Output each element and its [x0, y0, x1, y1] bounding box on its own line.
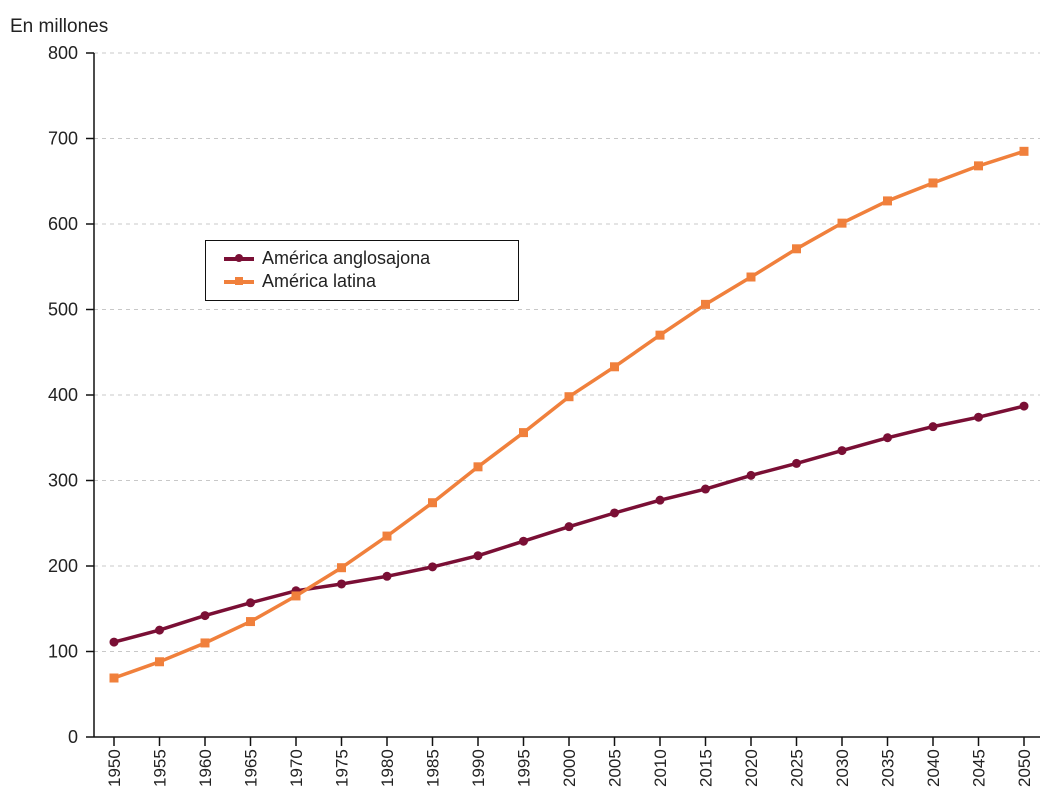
data-point — [928, 422, 938, 432]
data-point — [928, 178, 938, 188]
x-tick-label: 1995 — [515, 749, 534, 787]
y-tick-label: 700 — [48, 129, 78, 149]
y-tick-label: 200 — [48, 556, 78, 576]
y-tick-label: 600 — [48, 214, 78, 234]
data-point — [792, 244, 801, 254]
legend-item-latina: América latina — [224, 270, 376, 292]
data-point — [610, 362, 619, 372]
x-tick-label: 2030 — [833, 749, 852, 787]
x-tick-label: 1970 — [287, 749, 306, 787]
y-tick-label: 100 — [48, 642, 78, 662]
data-point — [746, 272, 756, 282]
data-point — [701, 484, 710, 494]
legend-item-anglosajona: América anglosajona — [224, 247, 430, 269]
data-point — [382, 571, 392, 581]
x-tick-label: 2020 — [742, 749, 761, 787]
y-tick-label: 300 — [48, 471, 78, 491]
data-point — [610, 508, 619, 518]
data-point — [837, 446, 847, 456]
x-tick-label: 1960 — [196, 749, 215, 787]
legend-label-anglosajona: América anglosajona — [262, 247, 431, 268]
data-point — [1019, 146, 1029, 156]
data-point — [564, 392, 574, 402]
x-tick-label: 1950 — [105, 749, 124, 787]
y-tick-label: 400 — [48, 385, 78, 405]
x-tick-label: 2045 — [970, 749, 989, 787]
data-point — [701, 299, 710, 309]
x-tick-label: 2040 — [924, 749, 943, 787]
data-point — [155, 625, 164, 635]
data-point — [200, 611, 210, 621]
legend-swatch-latina — [224, 270, 254, 292]
x-tick-label: 2000 — [560, 749, 579, 787]
data-point — [291, 591, 301, 601]
data-point — [473, 462, 483, 472]
data-point — [473, 551, 483, 561]
x-tick-label: 1975 — [333, 749, 352, 787]
data-point — [883, 433, 892, 443]
y-tick-label: 0 — [68, 727, 78, 747]
y-tick-label: 500 — [48, 300, 78, 320]
x-tick-label: 1980 — [378, 749, 397, 787]
data-point — [246, 598, 255, 608]
data-point — [746, 470, 756, 480]
x-tick-label: 2025 — [788, 749, 807, 787]
x-tick-label: 1990 — [469, 749, 488, 787]
data-point — [655, 330, 665, 340]
data-point — [428, 498, 437, 508]
data-point — [337, 579, 346, 589]
x-tick-label: 1985 — [424, 749, 443, 787]
data-point — [519, 428, 528, 438]
x-tick-label: 2050 — [1015, 749, 1034, 787]
data-point — [337, 563, 346, 573]
data-point — [200, 638, 210, 648]
x-tick-label: 2035 — [879, 749, 898, 787]
data-point — [564, 522, 574, 532]
legend-label-latina: América latina — [262, 270, 377, 291]
data-point — [428, 562, 437, 572]
data-point — [519, 536, 528, 546]
x-tick-label: 1955 — [151, 749, 170, 787]
legend-swatch-anglosajona — [224, 247, 254, 269]
data-point — [792, 458, 801, 468]
data-point — [155, 657, 164, 667]
data-point — [974, 412, 983, 422]
y-axis-label: En millones — [10, 16, 109, 37]
data-point — [246, 617, 255, 627]
data-point — [883, 196, 892, 206]
data-point — [109, 637, 119, 647]
data-point — [974, 161, 983, 171]
data-point — [382, 531, 392, 541]
data-point — [837, 218, 847, 228]
y-tick-label: 800 — [48, 43, 78, 63]
x-tick-label: 2010 — [651, 749, 670, 787]
data-point — [1019, 401, 1029, 411]
x-tick-label: 2005 — [606, 749, 625, 787]
x-tick-label: 2015 — [697, 749, 716, 787]
x-tick-label: 1965 — [242, 749, 261, 787]
data-point — [109, 673, 119, 683]
data-point — [655, 495, 665, 505]
legend: América anglosajona América latina — [205, 240, 519, 301]
